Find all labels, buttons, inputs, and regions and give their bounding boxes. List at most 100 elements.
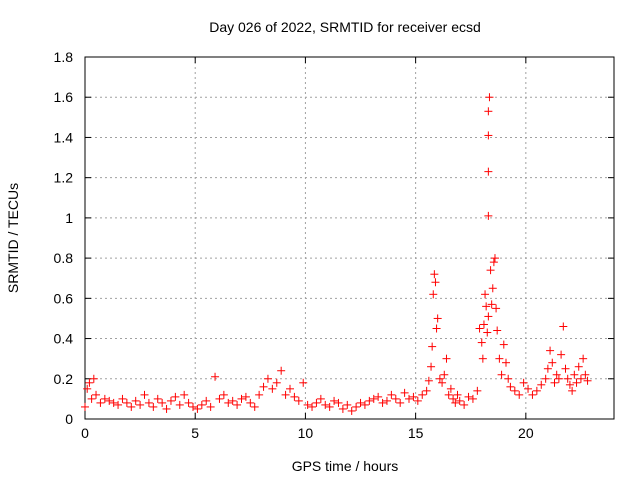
data-point bbox=[484, 312, 493, 321]
axis-ticks bbox=[84, 56, 614, 420]
data-point bbox=[563, 374, 572, 383]
data-point bbox=[504, 374, 513, 383]
y-tick-label: 0.8 bbox=[54, 250, 74, 266]
data-point bbox=[490, 254, 499, 263]
data-point bbox=[127, 402, 136, 411]
data-point bbox=[255, 390, 264, 399]
data-point bbox=[488, 284, 497, 293]
data-point bbox=[515, 390, 524, 399]
data-point bbox=[365, 396, 374, 405]
data-point bbox=[184, 398, 193, 407]
data-point bbox=[431, 278, 440, 287]
data-point bbox=[171, 392, 180, 401]
data-point bbox=[576, 374, 585, 383]
x-tick-label: 10 bbox=[298, 425, 314, 441]
data-point bbox=[561, 364, 570, 373]
data-point bbox=[149, 402, 158, 411]
data-point bbox=[374, 392, 383, 401]
data-point bbox=[312, 398, 321, 407]
data-point bbox=[477, 338, 486, 347]
data-point bbox=[285, 384, 294, 393]
data-point bbox=[429, 290, 438, 299]
data-point bbox=[489, 258, 498, 267]
x-axis-label: GPS time / hours bbox=[292, 458, 399, 474]
data-point bbox=[180, 390, 189, 399]
data-point bbox=[219, 390, 228, 399]
y-tick-label: 1.6 bbox=[54, 89, 74, 105]
data-point bbox=[449, 394, 458, 403]
data-point bbox=[468, 394, 477, 403]
data-point bbox=[228, 396, 237, 405]
data-point bbox=[158, 398, 167, 407]
data-point bbox=[378, 398, 387, 407]
data-point bbox=[360, 400, 369, 409]
data-point bbox=[428, 342, 437, 351]
data-point bbox=[233, 400, 242, 409]
data-point bbox=[430, 270, 439, 279]
data-point bbox=[418, 390, 427, 399]
data-point bbox=[492, 304, 501, 313]
data-point bbox=[581, 370, 590, 379]
data-point bbox=[435, 374, 444, 383]
data-point bbox=[259, 382, 268, 391]
data-point bbox=[552, 370, 561, 379]
data-point bbox=[546, 346, 555, 355]
data-point bbox=[487, 300, 496, 309]
data-point bbox=[325, 402, 334, 411]
data-point bbox=[338, 404, 347, 413]
y-tick-label: 0 bbox=[65, 411, 73, 427]
data-point bbox=[501, 358, 510, 367]
data-point bbox=[453, 390, 462, 399]
data-point bbox=[481, 290, 490, 299]
data-point bbox=[246, 398, 255, 407]
data-point bbox=[87, 394, 96, 403]
data-point bbox=[484, 107, 493, 116]
data-point bbox=[118, 394, 127, 403]
x-tick-label: 15 bbox=[408, 425, 424, 441]
data-point bbox=[579, 354, 588, 363]
data-point bbox=[486, 266, 495, 275]
data-point bbox=[114, 400, 123, 409]
data-point bbox=[387, 390, 396, 399]
data-point bbox=[484, 211, 493, 220]
data-point bbox=[519, 378, 528, 387]
data-point bbox=[409, 392, 418, 401]
data-point bbox=[96, 398, 105, 407]
data-point bbox=[352, 402, 361, 411]
data-point bbox=[89, 374, 98, 383]
data-point bbox=[400, 388, 409, 397]
data-point bbox=[559, 322, 568, 331]
data-point bbox=[583, 376, 592, 385]
data-point bbox=[528, 390, 537, 399]
data-point bbox=[356, 398, 365, 407]
data-point bbox=[206, 402, 215, 411]
data-point bbox=[550, 378, 559, 387]
x-tick-label: 20 bbox=[518, 425, 534, 441]
data-point bbox=[396, 398, 405, 407]
data-point bbox=[438, 378, 447, 387]
data-point bbox=[478, 354, 487, 363]
data-point bbox=[473, 386, 482, 395]
data-point bbox=[250, 402, 259, 411]
y-tick-label: 0.6 bbox=[54, 290, 74, 306]
data-point bbox=[316, 394, 325, 403]
data-point bbox=[506, 382, 515, 391]
data-point bbox=[537, 380, 546, 389]
data-point bbox=[281, 390, 290, 399]
grid-lines bbox=[85, 57, 614, 419]
data-point bbox=[451, 398, 460, 407]
data-point bbox=[495, 354, 504, 363]
data-point bbox=[460, 400, 469, 409]
data-point bbox=[140, 390, 149, 399]
data-point bbox=[136, 400, 145, 409]
data-point bbox=[499, 340, 508, 349]
data-point bbox=[565, 380, 574, 389]
data-point bbox=[405, 394, 414, 403]
x-tick-labels: 0 5 10 15 20 bbox=[81, 425, 534, 441]
data-point bbox=[131, 396, 140, 405]
data-point bbox=[272, 378, 281, 387]
data-point bbox=[299, 378, 308, 387]
data-point bbox=[85, 378, 94, 387]
